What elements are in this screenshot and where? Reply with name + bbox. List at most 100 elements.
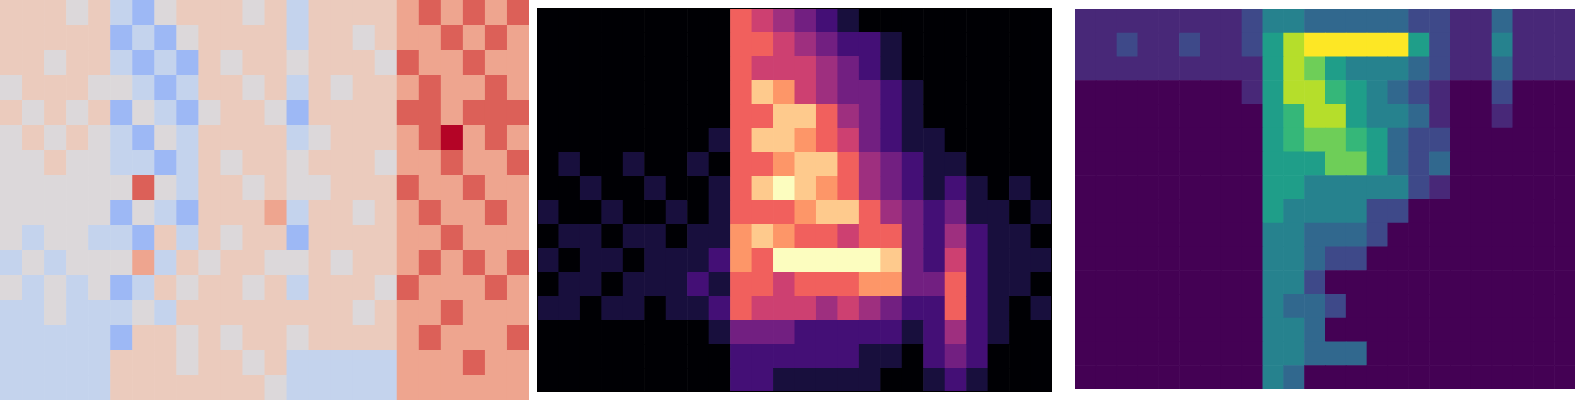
heatmap-cell bbox=[945, 8, 967, 33]
heatmap-cell bbox=[1388, 294, 1409, 318]
heatmap-cell bbox=[880, 272, 902, 297]
heatmap-cell bbox=[1117, 57, 1138, 81]
cells bbox=[537, 8, 1052, 392]
heatmap-cell bbox=[1200, 80, 1221, 104]
heatmap-cell bbox=[463, 250, 486, 276]
heatmap-cell bbox=[1367, 80, 1388, 104]
heatmap-cell bbox=[1200, 223, 1221, 247]
heatmap-cell bbox=[773, 176, 795, 201]
heatmap-cell bbox=[1325, 9, 1346, 33]
heatmap-cell bbox=[1158, 128, 1179, 152]
heatmap-cell bbox=[837, 176, 859, 201]
heatmap-cell bbox=[485, 50, 508, 76]
heatmap-cell bbox=[1367, 128, 1388, 152]
heatmap-cell bbox=[485, 375, 508, 400]
heatmap-cell bbox=[795, 152, 817, 177]
heatmap-cell bbox=[1513, 9, 1534, 33]
heatmap-cell bbox=[1304, 294, 1325, 318]
heatmap-cell bbox=[44, 25, 67, 51]
heatmap-cell bbox=[966, 56, 988, 81]
heatmap-cell bbox=[110, 50, 133, 76]
heatmap-cell bbox=[859, 176, 881, 201]
heatmap-cell bbox=[1117, 247, 1138, 271]
heatmap-cell bbox=[397, 150, 420, 176]
heatmap-cell bbox=[110, 275, 133, 301]
heatmap-cell bbox=[485, 350, 508, 376]
heatmap-cell bbox=[902, 152, 924, 177]
heatmap-cell bbox=[242, 375, 265, 400]
heatmap-cell bbox=[988, 152, 1010, 177]
heatmap-cell bbox=[623, 272, 645, 297]
cells bbox=[1075, 9, 1575, 389]
heatmap-cell bbox=[154, 225, 177, 251]
heatmap-cell bbox=[558, 320, 580, 345]
heatmap-cell bbox=[537, 344, 559, 369]
heatmap-cell bbox=[1221, 365, 1242, 389]
heatmap-cell bbox=[1221, 270, 1242, 294]
heatmap-cell bbox=[773, 8, 795, 33]
heatmap-cell bbox=[558, 224, 580, 249]
heatmap-cell bbox=[1429, 104, 1450, 128]
heatmap-cell bbox=[1346, 9, 1367, 33]
heatmap-cell bbox=[988, 56, 1010, 81]
heatmap-cell bbox=[945, 368, 967, 392]
heatmap-cell bbox=[537, 200, 559, 225]
heatmap-cell bbox=[242, 175, 265, 201]
heatmap-cell bbox=[44, 250, 67, 276]
heatmap-cell bbox=[463, 200, 486, 226]
heatmap-cell bbox=[1075, 294, 1096, 318]
heatmap-cell bbox=[1513, 80, 1534, 104]
heatmap-cell bbox=[1450, 223, 1471, 247]
heatmap-cell bbox=[1471, 175, 1492, 199]
heatmap-cell bbox=[1408, 365, 1429, 389]
heatmap-cell bbox=[644, 224, 666, 249]
heatmap-cell bbox=[1450, 294, 1471, 318]
heatmap-cell bbox=[176, 275, 199, 301]
heatmap-cell bbox=[1450, 247, 1471, 271]
heatmap-cell bbox=[1346, 33, 1367, 57]
heatmap-cell bbox=[419, 225, 442, 251]
heatmap-cell bbox=[287, 25, 310, 51]
heatmap-cell bbox=[22, 250, 45, 276]
heatmap-cell bbox=[666, 80, 688, 105]
heatmap-cell bbox=[1242, 294, 1263, 318]
heatmap-cell bbox=[795, 320, 817, 345]
heatmap-cell bbox=[44, 275, 67, 301]
heatmap-cell bbox=[154, 175, 177, 201]
heatmap-cell bbox=[1009, 152, 1031, 177]
heatmap-cell bbox=[1096, 9, 1117, 33]
heatmap-cell bbox=[644, 320, 666, 345]
heatmap-cell bbox=[1325, 247, 1346, 271]
heatmap-cell bbox=[816, 200, 838, 225]
heatmap-cell bbox=[601, 248, 623, 273]
heatmap-cell bbox=[176, 50, 199, 76]
heatmap-cell bbox=[353, 175, 376, 201]
heatmap-cell bbox=[110, 225, 133, 251]
heatmap-cell bbox=[1492, 175, 1513, 199]
heatmap-cell bbox=[1075, 104, 1096, 128]
heatmap-cell bbox=[375, 350, 398, 376]
heatmap-cell bbox=[666, 128, 688, 153]
heatmap-cell bbox=[309, 175, 332, 201]
heatmap-cell bbox=[242, 325, 265, 351]
heatmap-cell bbox=[1471, 9, 1492, 33]
heatmap-cell bbox=[287, 275, 310, 301]
heatmap-cell bbox=[1138, 104, 1159, 128]
heatmap-cell bbox=[816, 176, 838, 201]
heatmap-cell bbox=[154, 250, 177, 276]
heatmap-cell bbox=[537, 320, 559, 345]
heatmap-cell bbox=[537, 8, 559, 33]
heatmap-cell bbox=[1179, 175, 1200, 199]
heatmap-cell bbox=[1283, 128, 1304, 152]
heatmap-cell bbox=[1471, 342, 1492, 366]
heatmap-cell bbox=[1450, 270, 1471, 294]
heatmap-cell bbox=[816, 320, 838, 345]
heatmap-cell bbox=[397, 0, 420, 26]
heatmap-cell bbox=[1263, 342, 1284, 366]
heatmap-cell bbox=[558, 80, 580, 105]
heatmap-cell bbox=[1325, 365, 1346, 389]
heatmap-cell bbox=[331, 300, 354, 326]
heatmap-cell bbox=[309, 125, 332, 151]
heatmap-cell bbox=[198, 200, 221, 226]
heatmap-cell bbox=[923, 104, 945, 129]
